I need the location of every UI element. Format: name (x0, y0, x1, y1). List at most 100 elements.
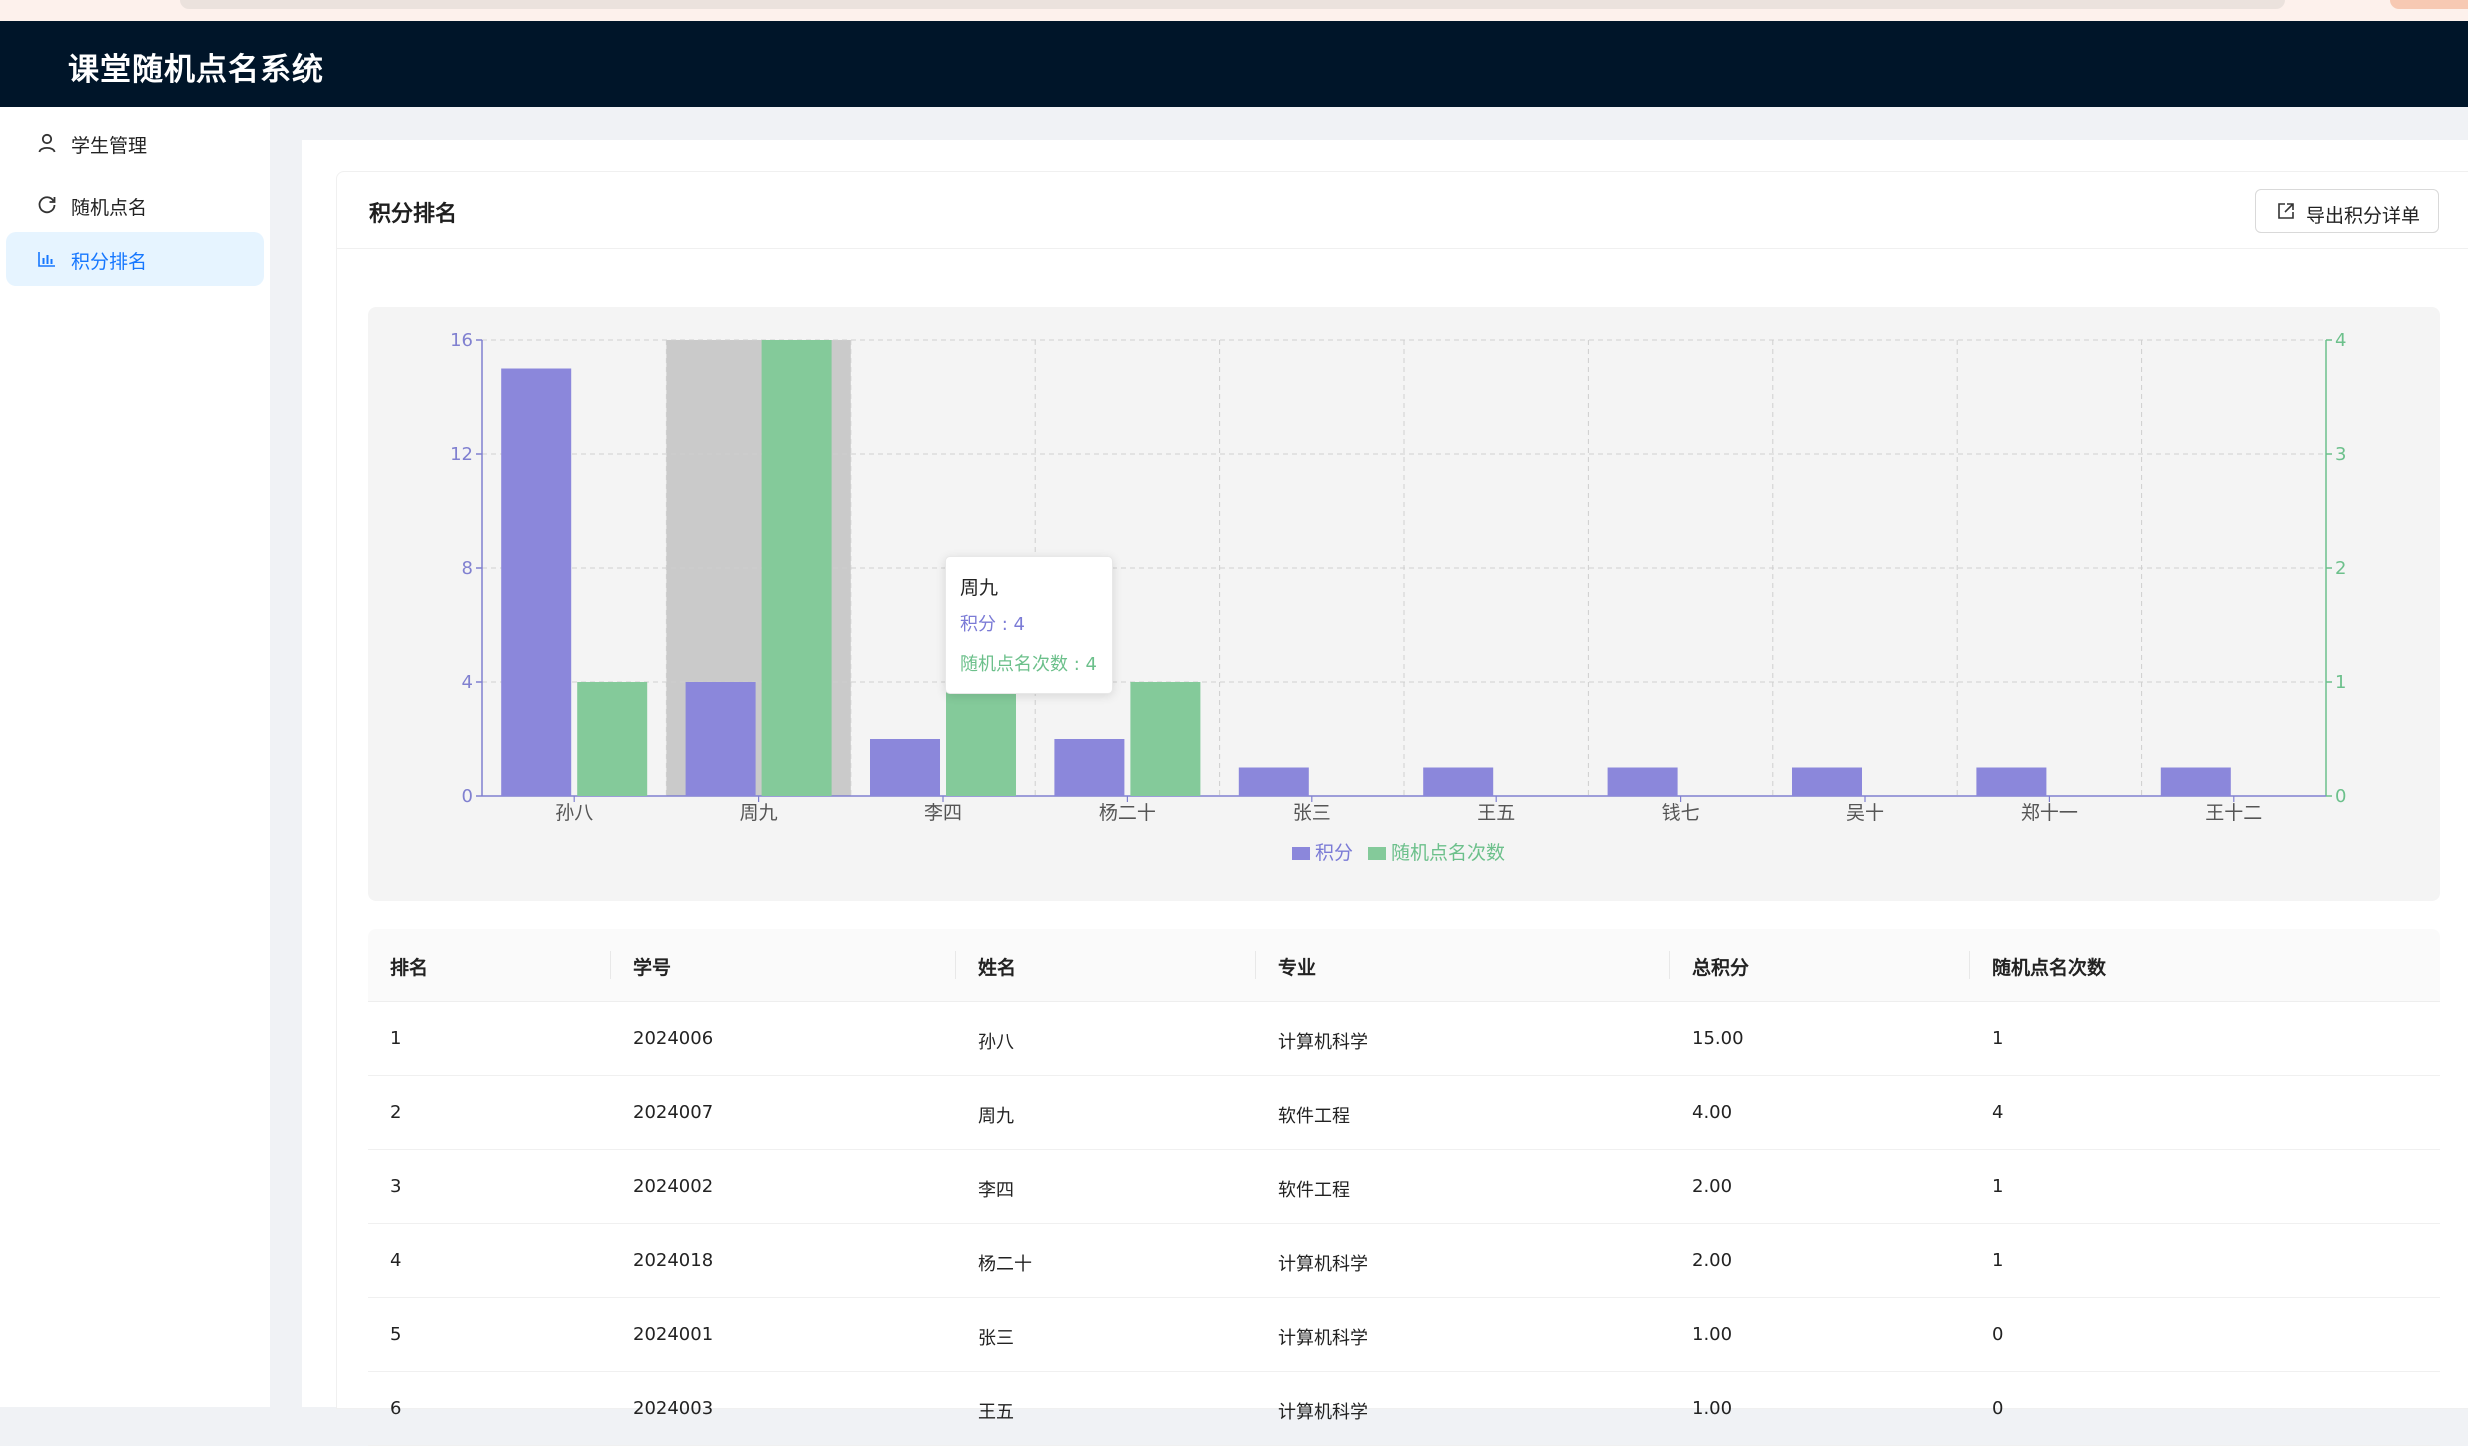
y-left-tick-label: 16 (450, 330, 473, 351)
bar-score (1054, 739, 1125, 796)
y-right-tick-label: 2 (2335, 558, 2346, 579)
y-left-tick-label: 4 (462, 672, 473, 693)
ranking-table: 排名 学号 姓名 专业 总积分 随机点名次数 1 2024006 孙八 计算机科… (368, 929, 2440, 1446)
x-tick-label: 王五 (1477, 802, 1515, 824)
cell-total-score: 2.00 (1692, 1250, 1733, 1271)
cell-name: 李四 (978, 1180, 1014, 1201)
cell-major: 计算机科学 (1278, 1032, 1368, 1053)
x-tick-label: 周九 (740, 802, 778, 824)
tooltip-title: 周九 (960, 577, 999, 599)
table-row[interactable]: 1 2024006 孙八 计算机科学 15.00 1 (368, 1002, 2440, 1076)
cell-total-score: 4.00 (1692, 1102, 1733, 1123)
bar-score (1792, 767, 1862, 796)
sidebar: 学生管理 随机点名 积分排名 (0, 107, 270, 1407)
th-name: 姓名 (978, 957, 1017, 979)
y-right-tick-label: 3 (2335, 444, 2346, 465)
cell-student-id: 2024001 (633, 1324, 714, 1345)
bar-call-count (761, 340, 832, 796)
sidebar-item-student-management[interactable]: 学生管理 (6, 116, 264, 170)
cell-rank: 3 (390, 1176, 402, 1197)
cell-student-id: 2024018 (633, 1250, 714, 1271)
cell-name: 周九 (978, 1106, 1014, 1127)
table-row[interactable]: 5 2024001 张三 计算机科学 1.00 0 (368, 1298, 2440, 1372)
table-row[interactable]: 6 2024003 王五 计算机科学 1.00 0 (368, 1372, 2440, 1446)
app-header (0, 21, 2468, 107)
cell-rank: 1 (390, 1028, 402, 1049)
bar-call-count (946, 682, 1016, 796)
bar-score (501, 368, 572, 796)
legend-label-score: 积分 (1315, 842, 1353, 864)
column-divider (955, 951, 956, 979)
app-title: 课堂随机点名系统 (68, 52, 324, 88)
cell-major: 软件工程 (1278, 1180, 1350, 1201)
cell-rank: 6 (390, 1398, 402, 1419)
x-tick-label: 王十二 (2205, 802, 2262, 824)
browser-corner-button[interactable] (2390, 0, 2468, 9)
column-divider (1669, 951, 1670, 979)
chart-tooltip: 周九 积分 : 4 随机点名次数 : 4 (945, 556, 1113, 694)
table-row[interactable]: 2 2024007 周九 软件工程 4.00 4 (368, 1076, 2440, 1150)
column-divider (1969, 951, 1970, 979)
th-rank: 排名 (390, 957, 429, 979)
sidebar-item-random-call[interactable]: 随机点名 (6, 178, 264, 232)
x-tick-label: 张三 (1293, 802, 1331, 824)
cell-name: 张三 (978, 1328, 1014, 1349)
cell-student-id: 2024006 (633, 1028, 714, 1049)
th-major: 专业 (1278, 957, 1317, 979)
cell-total-score: 1.00 (1692, 1324, 1733, 1345)
cell-total-score: 15.00 (1692, 1028, 1744, 1049)
sidebar-item-score-ranking[interactable]: 积分排名 (6, 232, 264, 286)
table-header: 排名 学号 姓名 专业 总积分 随机点名次数 (368, 929, 2440, 1002)
reload-icon (38, 196, 56, 214)
y-left-tick-label: 0 (462, 786, 473, 807)
x-tick-label: 吴十 (1846, 802, 1884, 824)
column-divider (610, 951, 611, 979)
browser-address-bar[interactable] (180, 0, 2285, 9)
tooltip-calls-line: 随机点名次数 : 4 (960, 654, 1097, 675)
cell-rank: 4 (390, 1250, 402, 1271)
export-button-label: 导出积分详单 (2306, 205, 2421, 227)
export-score-button[interactable]: 导出积分详单 (2255, 189, 2439, 233)
table-row[interactable]: 3 2024002 李四 软件工程 2.00 1 (368, 1150, 2440, 1224)
legend-swatch-call-count (1368, 847, 1386, 860)
y-left-tick-label: 8 (462, 558, 473, 579)
bar-chart-icon (38, 252, 55, 267)
bar-score (685, 682, 756, 796)
table-row[interactable]: 4 2024018 杨二十 计算机科学 2.00 1 (368, 1224, 2440, 1298)
cell-name: 王五 (978, 1402, 1014, 1423)
cell-name: 孙八 (978, 1032, 1014, 1053)
cell-call-count: 4 (1992, 1102, 2004, 1123)
x-tick-label: 郑十一 (2021, 802, 2078, 824)
x-tick-label: 杨二十 (1099, 802, 1156, 824)
cell-major: 计算机科学 (1278, 1402, 1368, 1423)
y-right-tick-label: 4 (2335, 330, 2346, 351)
sidebar-item-label: 积分排名 (71, 251, 148, 273)
cell-call-count: 1 (1992, 1028, 2004, 1049)
cell-major: 计算机科学 (1278, 1254, 1368, 1275)
sidebar-item-label: 随机点名 (71, 197, 148, 219)
cell-call-count: 1 (1992, 1250, 2004, 1271)
cell-student-id: 2024002 (633, 1176, 714, 1197)
browser-top-strip (0, 0, 2468, 21)
cell-student-id: 2024003 (633, 1398, 714, 1419)
card-header: 积分排名 导出积分详单 (337, 172, 2468, 249)
score-chart[interactable]: 0 0 4 1 8 2 12 3 16 4 孙八 周九 李四 杨二十 张三 王五 钱七 吴十 郑十一 王十二 积分 随机点… (368, 307, 2440, 901)
th-student-id: 学号 (633, 957, 672, 979)
cell-total-score: 2.00 (1692, 1176, 1733, 1197)
cell-call-count: 1 (1992, 1176, 2004, 1197)
x-tick-label: 孙八 (555, 802, 593, 824)
x-tick-label: 李四 (924, 802, 962, 824)
user-icon (38, 133, 56, 153)
column-divider (1255, 951, 1256, 979)
bar-score (1238, 767, 1309, 796)
cell-rank: 2 (390, 1102, 402, 1123)
legend-swatch-score (1292, 847, 1310, 860)
legend-label-call-count: 随机点名次数 (1391, 842, 1505, 864)
cell-major: 软件工程 (1278, 1106, 1350, 1127)
cell-call-count: 0 (1992, 1398, 2004, 1419)
bar-score (1976, 767, 2047, 796)
bar-call-count (1130, 682, 1201, 796)
x-tick-label: 钱七 (1662, 802, 1700, 824)
bar-score (1423, 767, 1494, 796)
